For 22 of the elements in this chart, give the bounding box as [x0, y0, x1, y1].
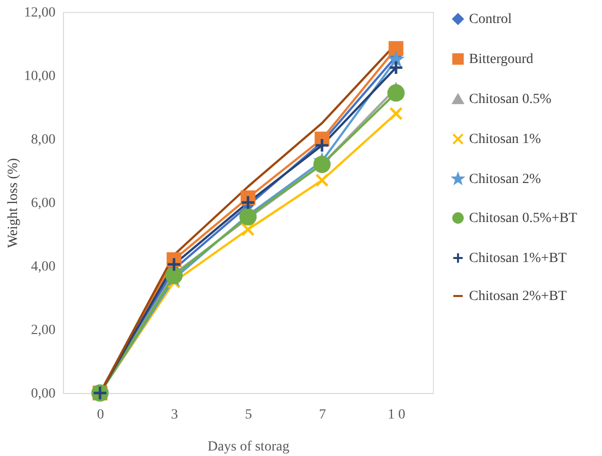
x-tick-label: 3 — [171, 408, 178, 422]
x-tick-label: 1 0 — [388, 408, 406, 422]
y-tick-label: 0,00 — [31, 386, 56, 402]
y-tick-label: 10,00 — [24, 69, 56, 84]
y-tick-label: 12,00 — [24, 6, 56, 20]
y-tick-label: 2,00 — [31, 323, 56, 338]
y-tick-label: 4,00 — [31, 260, 56, 274]
y-tick-label: 8,00 — [31, 132, 56, 148]
legend-label: Chitosan 2% — [469, 172, 542, 187]
legend-label: Chitosan 0.5%+BT — [469, 211, 578, 226]
x-tick-label: 7 — [319, 408, 326, 422]
x-tick-label: 0 — [97, 408, 104, 422]
x-axis-title: Days of storag — [208, 440, 290, 454]
legend-label: Chitosan 2%+BT — [469, 289, 568, 304]
legend-label: Chitosan 0.5% — [469, 92, 552, 107]
y-tick-label: 6,00 — [31, 196, 56, 211]
legend-label: Control — [469, 12, 512, 27]
legend-label: Bittergourd — [469, 52, 534, 67]
legend-label: Chitosan 1% — [469, 132, 542, 147]
x-tick-label: 5 — [245, 408, 252, 422]
legend-label: Chitosan 1%+BT — [469, 251, 568, 266]
y-axis-title: Weight loss (%) — [6, 158, 21, 248]
